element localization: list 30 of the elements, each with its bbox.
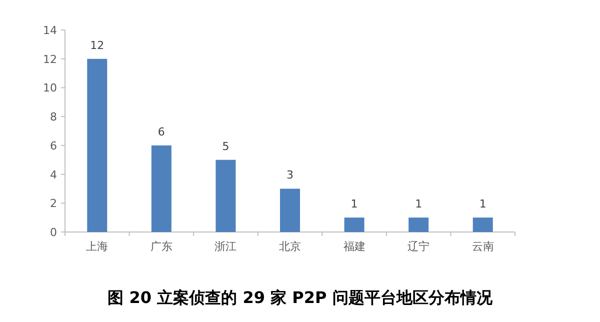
x-tick-label: 上海 xyxy=(86,240,108,253)
data-label: 6 xyxy=(158,125,165,138)
data-label: 1 xyxy=(479,198,486,211)
bar xyxy=(216,160,236,232)
y-tick-label: 0 xyxy=(50,226,57,239)
bar xyxy=(472,218,493,232)
data-label: 5 xyxy=(222,140,230,153)
y-tick-label: 12 xyxy=(43,52,57,66)
data-label: 3 xyxy=(286,168,294,182)
bar xyxy=(151,145,172,232)
x-tick-label: 浙江 xyxy=(214,240,237,253)
x-tick-label: 广东 xyxy=(150,240,172,253)
data-label: 12 xyxy=(90,38,104,52)
y-tick-label: 6 xyxy=(50,139,57,152)
bar xyxy=(87,58,108,232)
x-tick-label: 北京 xyxy=(279,240,301,253)
bar xyxy=(344,218,364,232)
x-tick-label: 辽宁 xyxy=(408,240,430,253)
data-label: 1 xyxy=(415,198,422,211)
y-tick-label: 4 xyxy=(50,168,57,182)
y-tick-label: 2 xyxy=(50,197,57,210)
text: 图 20 立案侦查的 29 家 P2P 问题平台地区分布情况 xyxy=(108,288,494,307)
data-label: 1 xyxy=(350,198,358,211)
y-tick-label: 10 xyxy=(43,82,57,95)
bar xyxy=(280,188,300,232)
x-tick-label: 福建 xyxy=(343,240,366,253)
x-tick-label: 云南 xyxy=(472,240,494,253)
bar xyxy=(408,218,429,232)
y-tick-label: 8 xyxy=(50,110,57,124)
y-tick-label: 14 xyxy=(43,24,57,37)
